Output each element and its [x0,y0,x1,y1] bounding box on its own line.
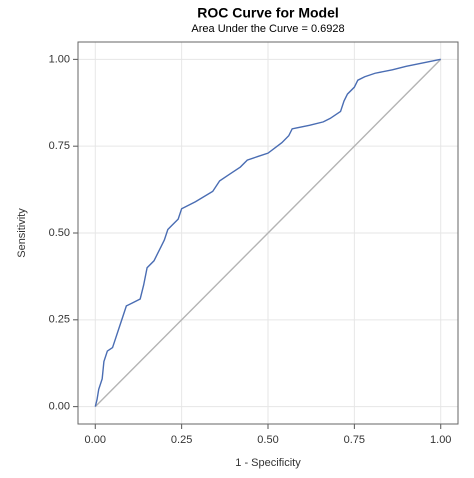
plot-frame [77,41,459,425]
x-tick-label: 0.50 [257,434,278,446]
y-axis-label: Sensitivity [16,208,28,258]
x-tick-label: 0.25 [171,434,192,446]
chart-subtitle: Area Under the Curve = 0.6928 [191,23,344,35]
x-axis-label: 1 - Specificity [235,457,301,469]
y-tick-label: 0.75 [49,140,70,152]
chart-title: ROC Curve for Model [197,5,339,21]
curve [94,58,441,407]
x-tick-label: 0.00 [85,434,106,446]
y-tick-label: 0.50 [49,227,70,239]
x-tick-label: 1.00 [430,434,451,446]
curve [94,58,442,408]
y-tick-label: 1.00 [49,53,70,65]
y-tick-label: 0.00 [49,401,70,413]
x-tick-label: 0.75 [344,434,365,446]
y-tick-label: 0.25 [49,314,70,326]
